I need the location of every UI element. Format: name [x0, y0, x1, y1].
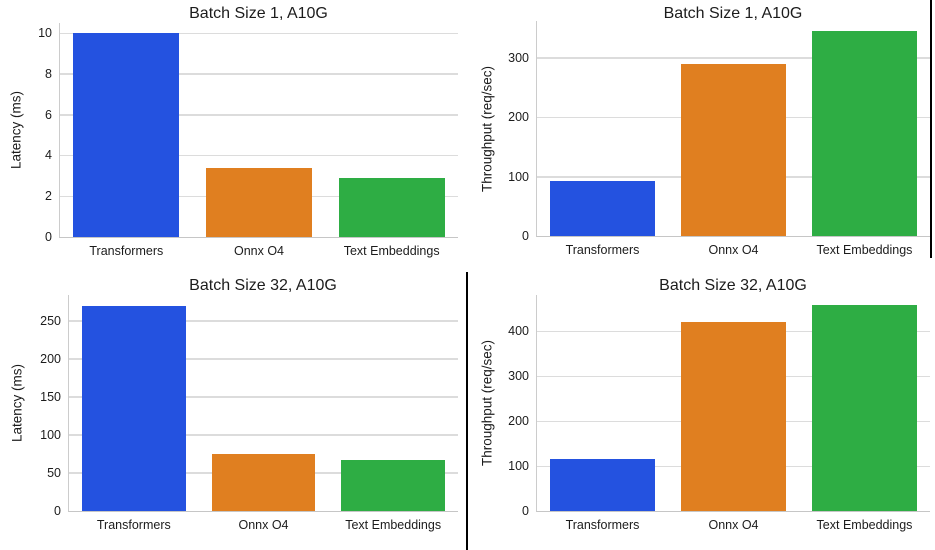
x-tick-label-transformers: Transformers	[89, 244, 164, 258]
y-tick-label: 8	[45, 66, 52, 81]
y-tick-label: 250	[40, 313, 61, 328]
bar-transformers	[81, 305, 186, 511]
x-tick-label-transformers: Transformers	[565, 243, 640, 257]
y-axis-label: Latency (ms)	[8, 90, 24, 170]
bar-onnx-o4	[681, 63, 786, 236]
bar-text-embeddings	[338, 177, 445, 237]
bar-text-embeddings	[812, 31, 917, 236]
y-tick-label: 200	[40, 351, 61, 366]
y-tick-label: 400	[508, 324, 529, 339]
bar-transformers	[550, 180, 655, 236]
x-tick-label-onnx-o4: Onnx O4	[708, 243, 759, 257]
y-tick-label: 50	[47, 465, 61, 480]
gridline	[69, 320, 458, 322]
gridline	[69, 396, 458, 398]
chart-title: Batch Size 1, A10G	[663, 5, 803, 22]
chart-title: Batch Size 32, A10G	[189, 277, 337, 294]
x-tick-label-transformers: Transformers	[565, 518, 640, 532]
y-tick-label: 100	[508, 169, 529, 184]
y-tick-label: 100	[508, 459, 529, 474]
gridline	[60, 32, 458, 35]
chart-title: Batch Size 1, A10G	[189, 5, 328, 22]
y-axis-label: Latency (ms)	[9, 363, 25, 443]
y-tick-label: 0	[522, 504, 529, 518]
y-tick-label: 4	[45, 148, 52, 163]
gridline	[60, 114, 458, 116]
y-tick-label: 100	[40, 427, 61, 442]
x-tick-label-onnx-o4: Onnx O4	[238, 518, 289, 532]
bar-text-embeddings	[812, 305, 917, 511]
frame-divider-vertical	[466, 272, 468, 550]
bar-text-embeddings	[341, 460, 446, 511]
y-tick-label: 10	[38, 26, 52, 41]
x-tick-label-text-embeddings: Text Embeddings	[816, 243, 913, 257]
y-tick-label: 0	[45, 230, 52, 244]
bar-onnx-o4	[681, 321, 786, 511]
gridline	[60, 154, 458, 157]
bar-onnx-o4	[205, 167, 313, 237]
y-tick-label: 2	[45, 189, 52, 204]
y-tick-label: 6	[45, 107, 52, 122]
y-tick-label: 150	[40, 389, 61, 404]
y-axis-label: Throughput (req/sec)	[479, 339, 495, 467]
y-axis-label: Throughput (req/sec)	[479, 65, 495, 193]
plot-area: 0 2 4 6 8 10 Transformers Onnx O4 Text Embedding…	[38, 23, 458, 258]
plot-area: 0 50 100 150 200 250 Transformers Onnx O4 Text E…	[40, 295, 458, 532]
plot-area: 0 100 200 300 Transformers Onnx O4 Text Embedd…	[508, 21, 930, 257]
x-tick-label-onnx-o4: Onnx O4	[233, 244, 284, 258]
bar-transformers	[73, 33, 180, 237]
y-tick-label: 200	[508, 110, 529, 125]
gridline	[60, 73, 458, 75]
bar-transformers	[550, 459, 655, 511]
y-tick-label: 0	[54, 504, 61, 518]
x-tick-label-onnx-o4: Onnx O4	[708, 518, 759, 532]
chart-title: Batch Size 32, A10G	[659, 277, 807, 294]
bar-onnx-o4	[211, 453, 316, 511]
x-tick-label-text-embeddings: Text Embeddings	[816, 518, 913, 532]
x-tick-label-text-embeddings: Text Embeddings	[345, 518, 442, 532]
y-tick-label: 300	[508, 369, 529, 384]
x-tick-label-text-embeddings: Text Embeddings	[343, 244, 440, 258]
gridline	[537, 57, 930, 59]
x-tick-label-transformers: Transformers	[96, 518, 171, 532]
gridline	[69, 434, 458, 436]
plot-area: 0 100 200 300 400 Transformers Onnx O4 Text Emb…	[508, 295, 930, 532]
gridline	[69, 358, 458, 360]
y-tick-label: 300	[508, 50, 529, 65]
frame-border-right	[930, 0, 932, 258]
y-tick-label: 200	[508, 414, 529, 429]
y-tick-label: 0	[522, 229, 529, 243]
